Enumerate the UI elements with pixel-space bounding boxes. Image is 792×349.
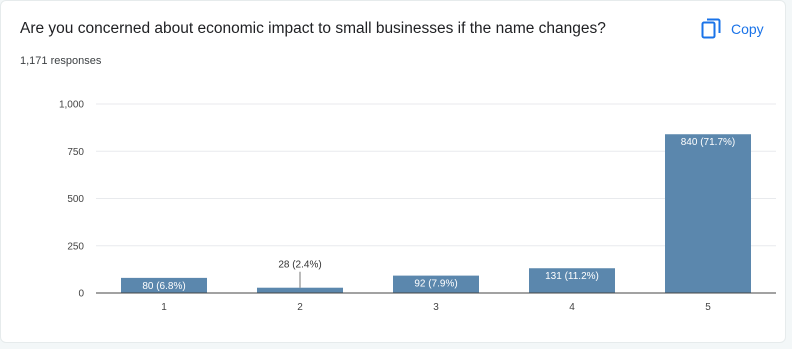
y-tick-label: 1,000 [59,100,84,111]
y-tick-label: 750 [67,147,84,158]
bar-data-label: 80 (6.8%) [142,281,185,292]
response-count: 1,171 responses [20,55,102,67]
bar [665,134,751,293]
x-tick-label: 3 [433,302,439,313]
x-tick-label: 5 [705,302,711,313]
bar-data-label: 28 (2.4%) [278,260,321,271]
copy-icon [701,18,721,40]
x-tick-label: 2 [297,302,303,313]
y-tick-label: 250 [67,241,84,252]
bar-data-label: 92 (7.9%) [414,279,457,290]
bar [121,277,207,293]
bar [257,287,343,293]
bar-data-label: 840 (71.7%) [681,137,735,148]
y-tick-label: 500 [67,194,84,205]
y-tick-label: 0 [78,289,84,300]
copy-label: Copy [731,21,764,37]
bar [529,268,615,293]
bar-data-label: 131 (11.2%) [545,271,599,282]
question-title: Are you concerned about economic impact … [20,20,606,37]
x-tick-label: 1 [161,302,167,313]
bar [393,275,479,293]
copy-button[interactable]: Copy [701,15,764,43]
x-tick-label: 4 [569,302,575,313]
